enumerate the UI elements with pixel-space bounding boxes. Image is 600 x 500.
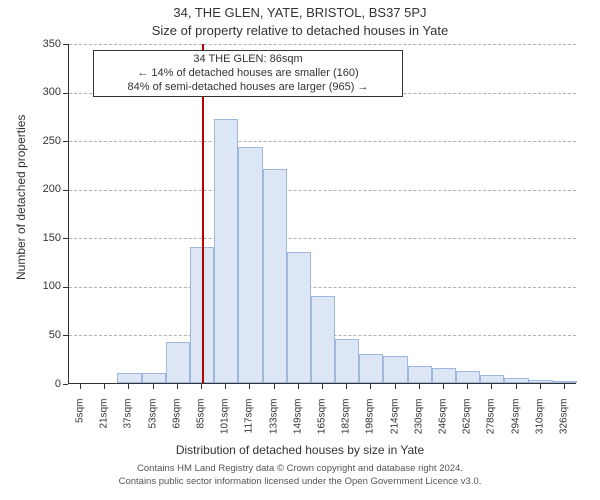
y-tick-mark <box>63 141 68 142</box>
y-tick-label: 350 <box>27 38 61 50</box>
x-tick-label: 262sqm <box>462 399 473 449</box>
x-tick-mark <box>491 384 492 389</box>
y-tick-mark <box>63 335 68 336</box>
x-tick-mark <box>153 384 154 389</box>
x-tick-label: 310sqm <box>534 399 545 449</box>
y-tick-label: 150 <box>27 232 61 244</box>
y-tick-mark <box>63 287 68 288</box>
x-tick-mark <box>201 384 202 389</box>
x-tick-mark <box>467 384 468 389</box>
x-tick-mark <box>177 384 178 389</box>
y-tick-label: 250 <box>27 135 61 147</box>
y-tick-mark <box>63 93 68 94</box>
y-axis-label: Number of detached properties <box>14 115 28 280</box>
x-tick-label: 182sqm <box>341 399 352 449</box>
x-tick-mark <box>225 384 226 389</box>
grid-line <box>69 287 576 288</box>
x-tick-mark <box>104 384 105 389</box>
y-tick-mark <box>63 384 68 385</box>
histogram-bar <box>287 252 311 383</box>
histogram-bar <box>480 375 504 383</box>
x-tick-label: 101sqm <box>220 399 231 449</box>
grid-line <box>69 238 576 239</box>
x-tick-mark <box>564 384 565 389</box>
histogram-bar <box>383 356 407 383</box>
x-tick-mark <box>395 384 396 389</box>
histogram-bar <box>432 368 456 383</box>
footer-line: Contains public sector information licen… <box>0 475 600 488</box>
annotation-box: 34 THE GLEN: 86sqm← 14% of detached hous… <box>93 50 403 97</box>
x-tick-label: 21sqm <box>99 399 110 449</box>
x-tick-label: 278sqm <box>486 399 497 449</box>
histogram-bar <box>238 147 262 383</box>
x-tick-mark <box>370 384 371 389</box>
histogram-bar <box>456 371 480 383</box>
grid-line <box>69 141 576 142</box>
x-tick-label: 133sqm <box>268 399 279 449</box>
x-tick-label: 37sqm <box>123 399 134 449</box>
y-tick-label: 0 <box>27 378 61 390</box>
x-tick-label: 326sqm <box>558 399 569 449</box>
x-tick-label: 198sqm <box>365 399 376 449</box>
annotation-line: ← 14% of detached houses are smaller (16… <box>98 67 398 81</box>
histogram-bar <box>529 380 553 383</box>
histogram-bar <box>117 373 141 383</box>
y-tick-mark <box>63 44 68 45</box>
x-tick-label: 69sqm <box>171 399 182 449</box>
chart-area: Number of detached properties 34 THE GLE… <box>0 0 600 500</box>
y-tick-label: 100 <box>27 280 61 292</box>
histogram-bar <box>166 342 190 383</box>
x-tick-mark <box>419 384 420 389</box>
histogram-bar <box>263 169 287 383</box>
plot-area: 34 THE GLEN: 86sqm← 14% of detached hous… <box>68 44 576 384</box>
x-tick-label: 214sqm <box>389 399 400 449</box>
y-tick-mark <box>63 190 68 191</box>
x-tick-mark <box>274 384 275 389</box>
histogram-bar <box>311 296 335 383</box>
x-tick-mark <box>516 384 517 389</box>
annotation-line: 84% of semi-detached houses are larger (… <box>98 81 398 95</box>
x-tick-label: 53sqm <box>147 399 158 449</box>
grid-line <box>69 190 576 191</box>
y-tick-mark <box>63 238 68 239</box>
x-tick-mark <box>128 384 129 389</box>
annotation-line: 34 THE GLEN: 86sqm <box>98 53 398 67</box>
x-tick-label: 149sqm <box>292 399 303 449</box>
histogram-bar <box>553 381 577 383</box>
x-tick-label: 117sqm <box>244 399 255 449</box>
grid-line <box>69 44 576 45</box>
y-tick-label: 50 <box>27 329 61 341</box>
x-tick-label: 230sqm <box>413 399 424 449</box>
x-tick-mark <box>540 384 541 389</box>
x-tick-mark <box>443 384 444 389</box>
x-tick-mark <box>249 384 250 389</box>
histogram-bar <box>214 119 238 383</box>
x-tick-mark <box>322 384 323 389</box>
histogram-bar <box>335 339 359 383</box>
histogram-bar <box>408 366 432 383</box>
x-tick-mark <box>80 384 81 389</box>
x-axis-label: Distribution of detached houses by size … <box>0 442 600 458</box>
x-tick-mark <box>346 384 347 389</box>
x-tick-label: 294sqm <box>510 399 521 449</box>
y-tick-label: 300 <box>27 86 61 98</box>
y-tick-label: 200 <box>27 183 61 195</box>
histogram-bar <box>142 373 166 383</box>
x-tick-label: 165sqm <box>317 399 328 449</box>
histogram-bar <box>359 354 383 383</box>
footer-line: Contains HM Land Registry data © Crown c… <box>0 462 600 475</box>
x-tick-label: 5sqm <box>75 399 86 449</box>
x-tick-mark <box>298 384 299 389</box>
histogram-bar <box>504 378 528 383</box>
x-tick-label: 246sqm <box>437 399 448 449</box>
x-tick-label: 85sqm <box>196 399 207 449</box>
